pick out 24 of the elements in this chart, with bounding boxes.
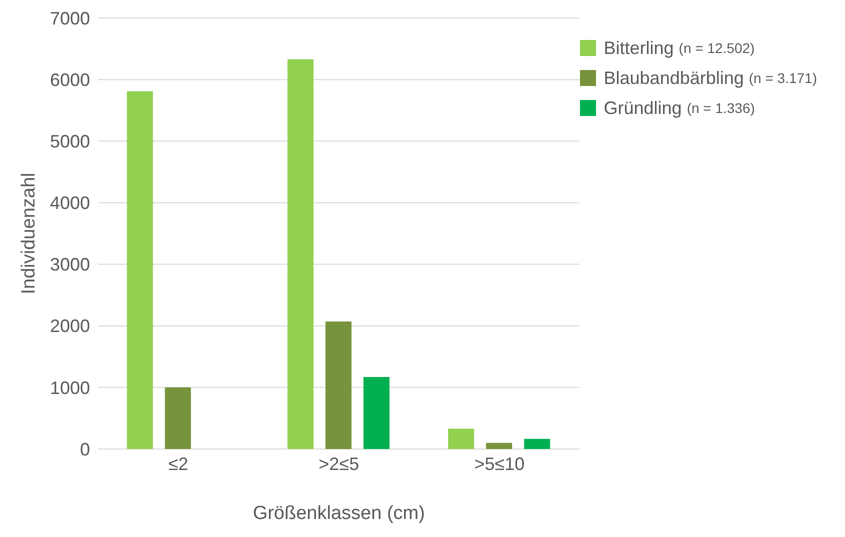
y-tick-label: 6000 bbox=[50, 70, 90, 90]
y-tick-label: 7000 bbox=[50, 8, 90, 28]
bar bbox=[126, 91, 153, 449]
bar bbox=[448, 428, 474, 449]
bar bbox=[325, 322, 352, 449]
x-tick-label: ≤2 bbox=[168, 454, 188, 474]
y-tick-label: 5000 bbox=[50, 132, 90, 152]
legend-label: Gründling (n = 1.336) bbox=[604, 97, 755, 120]
y-axis-title: Individuenzahl bbox=[18, 172, 40, 294]
bar bbox=[363, 376, 390, 449]
x-tick-label: >2≤5 bbox=[318, 454, 360, 474]
y-tick-label: 3000 bbox=[50, 254, 90, 275]
bar bbox=[164, 387, 191, 449]
x-axis-title: Größenklassen (cm) bbox=[252, 503, 425, 524]
legend-label: Blaubandbärbling (n = 3.171) bbox=[604, 67, 817, 90]
legend-label: Bitterling (n = 12.502) bbox=[604, 37, 755, 60]
y-tick-label: 1000 bbox=[50, 378, 90, 398]
y-tick-label: 0 bbox=[80, 439, 90, 460]
bar bbox=[486, 442, 512, 449]
y-tick-label: 4000 bbox=[50, 193, 90, 214]
y-tick-label: 2000 bbox=[50, 316, 90, 336]
x-tick-label: >5≤10 bbox=[474, 454, 525, 474]
bar bbox=[287, 59, 314, 449]
bar bbox=[524, 438, 550, 449]
